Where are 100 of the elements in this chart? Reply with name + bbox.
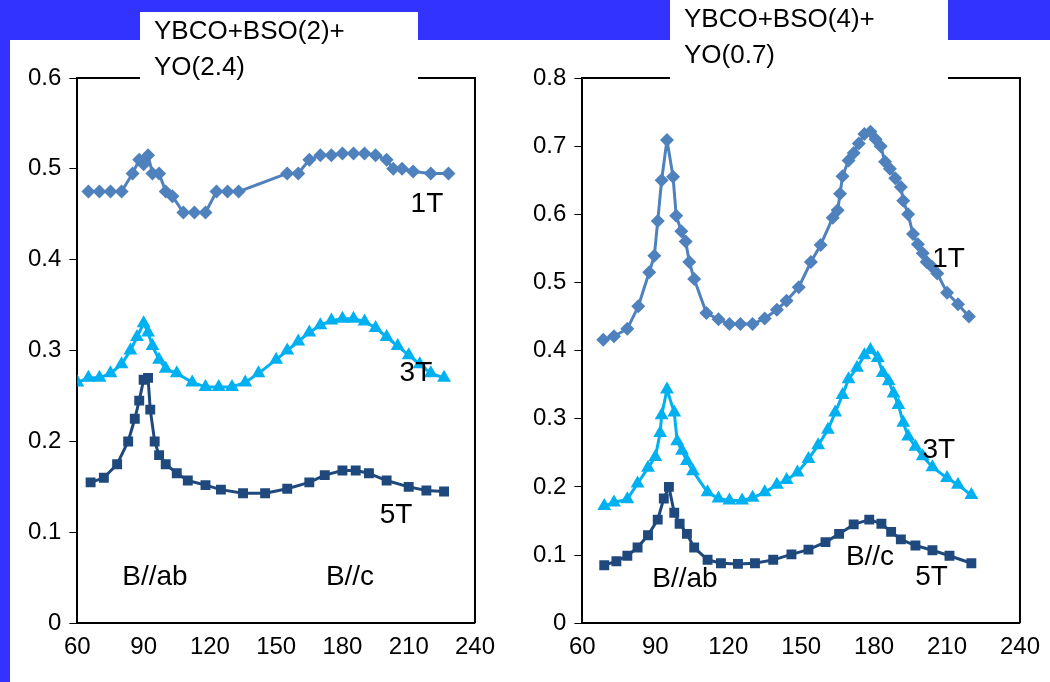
x-tick-label: 240 [454, 632, 495, 660]
y-tick-label: 0.6 [532, 198, 567, 226]
point [851, 136, 866, 151]
point [833, 186, 848, 201]
point [811, 437, 826, 450]
point [745, 489, 760, 502]
point [835, 169, 850, 184]
point [280, 342, 295, 355]
point [790, 464, 805, 477]
point [599, 560, 610, 571]
point [112, 459, 123, 470]
point [364, 468, 374, 479]
point [895, 534, 906, 545]
point [597, 497, 612, 510]
series-label: 5T [379, 498, 413, 530]
point [779, 472, 794, 485]
series-label: 1T [410, 187, 444, 219]
point [769, 476, 784, 489]
point [130, 328, 144, 341]
point [711, 312, 726, 327]
point [313, 317, 328, 330]
point [238, 374, 253, 387]
point [681, 528, 692, 539]
point [702, 554, 713, 565]
point [835, 386, 850, 399]
x-tick-label: 210 [388, 632, 429, 660]
point [700, 484, 715, 497]
y-tick-label: 0.2 [27, 426, 62, 454]
point [873, 139, 888, 154]
point [103, 184, 118, 199]
point [735, 492, 750, 505]
point [346, 310, 361, 323]
y-tick-label: 0.1 [532, 539, 567, 567]
point [654, 173, 669, 188]
point [304, 477, 315, 488]
point [652, 514, 663, 525]
point [961, 309, 976, 324]
annotation: B//c [325, 560, 375, 592]
point [216, 484, 226, 495]
y-tick-label: 0.7 [532, 130, 567, 158]
point [846, 145, 861, 160]
point [658, 493, 669, 504]
point [841, 371, 856, 384]
point [654, 407, 669, 420]
point [930, 266, 945, 281]
point [678, 234, 693, 249]
point [733, 558, 743, 569]
point [631, 299, 646, 314]
point [669, 208, 684, 223]
point [944, 550, 955, 561]
point [158, 360, 173, 373]
point [251, 365, 266, 378]
point [368, 319, 383, 332]
point [607, 494, 621, 507]
point [114, 184, 129, 199]
point [648, 448, 663, 461]
y-tick-label: 0.5 [532, 267, 567, 295]
point [908, 438, 923, 451]
point [666, 169, 681, 184]
point [165, 189, 180, 204]
point [803, 255, 818, 270]
point [757, 311, 772, 326]
point [650, 214, 665, 229]
x-tick-label: 150 [781, 632, 822, 660]
y-tick-label: 0 [48, 607, 62, 635]
x-tick-label: 210 [927, 632, 968, 660]
x-tick-label: 180 [854, 632, 895, 660]
point [820, 537, 831, 548]
point [966, 558, 977, 569]
point [779, 293, 794, 308]
point [81, 369, 96, 382]
point [143, 372, 153, 383]
point [791, 280, 806, 295]
point [620, 321, 635, 336]
point [940, 285, 955, 300]
chart-title: YBCO+BSO(2)+ YO(2.4) [153, 14, 346, 83]
point [653, 425, 668, 438]
point [901, 207, 916, 222]
point [390, 338, 405, 351]
point [401, 347, 416, 360]
point [901, 428, 916, 441]
point [632, 542, 643, 553]
point [395, 161, 410, 176]
point [302, 324, 317, 337]
series-label: 5T [915, 559, 948, 591]
x-tick-label: 90 [641, 632, 669, 660]
point [670, 433, 685, 446]
annotation: B//ab [652, 562, 718, 594]
point [169, 365, 184, 378]
point [335, 146, 350, 161]
point [200, 480, 211, 491]
point [927, 545, 938, 556]
point [722, 317, 737, 332]
point [786, 549, 797, 560]
point [675, 442, 689, 455]
point [896, 193, 911, 208]
point [114, 356, 129, 369]
point [350, 465, 361, 476]
point [679, 453, 694, 465]
point [864, 514, 875, 525]
